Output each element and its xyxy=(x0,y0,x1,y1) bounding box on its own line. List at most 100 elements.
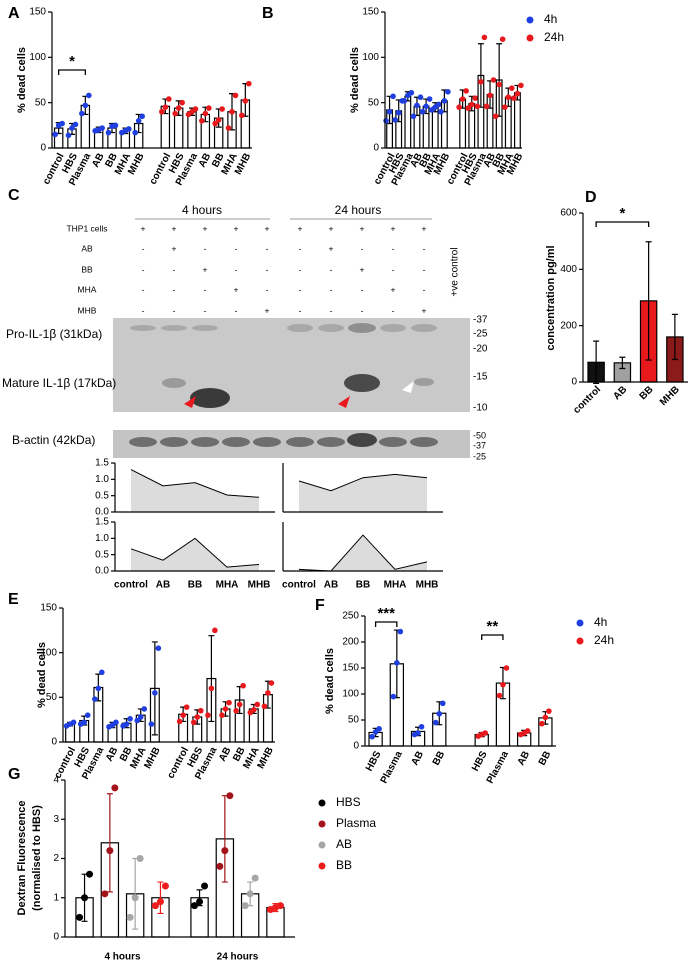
row-label: BB xyxy=(81,264,93,274)
data-point xyxy=(192,106,199,112)
area xyxy=(131,469,259,512)
y-axis-label: % dead cells xyxy=(36,642,48,708)
data-point xyxy=(159,108,165,115)
y-axis-label: % dead cells xyxy=(16,47,28,113)
mw-marker: -25 xyxy=(473,451,486,461)
data-point xyxy=(156,898,164,906)
data-point xyxy=(419,108,426,115)
data-point xyxy=(82,102,89,109)
treatment-sign: - xyxy=(392,305,395,315)
data-point xyxy=(99,125,105,131)
treatment-sign: + xyxy=(422,223,427,233)
treatment-sign: - xyxy=(142,264,145,274)
data-point xyxy=(212,627,218,634)
mw-marker: -50 xyxy=(473,430,486,440)
data-point xyxy=(208,685,215,692)
data-point xyxy=(148,721,155,727)
error-bar xyxy=(645,241,652,361)
data-point xyxy=(415,730,421,736)
data-point xyxy=(113,719,119,726)
data-point xyxy=(95,685,102,692)
data-point xyxy=(111,784,119,792)
data-point xyxy=(542,714,549,721)
significance-label: * xyxy=(619,205,625,222)
data-point xyxy=(221,847,229,855)
data-point xyxy=(496,692,503,699)
band-label: B-actin (42kDa) xyxy=(12,433,95,447)
data-point xyxy=(69,125,75,131)
treatment-sign: + xyxy=(234,284,239,294)
y-axis-label: Dextran Fluorescence xyxy=(16,801,28,916)
data-point xyxy=(215,117,222,123)
data-point xyxy=(101,890,109,898)
y-tick-label: 50 xyxy=(46,692,58,703)
data-point xyxy=(524,728,531,734)
x-tick-label: 4 hours xyxy=(104,952,141,963)
treatment-sign: - xyxy=(142,305,145,315)
data-point xyxy=(137,714,144,720)
y-tick-label: 4 xyxy=(53,775,59,786)
treatment-sign: - xyxy=(361,243,364,253)
y-tick-label: 150 xyxy=(29,7,46,18)
data-point xyxy=(216,862,224,870)
legend-label: Plasma xyxy=(336,816,376,830)
data-point xyxy=(233,707,239,714)
treatment-sign: - xyxy=(235,243,238,253)
data-point xyxy=(205,712,211,718)
data-point xyxy=(397,628,404,635)
data-point xyxy=(511,95,517,101)
treatment-sign: + xyxy=(329,243,334,253)
blot-il1b xyxy=(113,318,470,412)
mature-band xyxy=(190,388,230,408)
y-tick-label: 0 xyxy=(53,932,59,943)
data-point xyxy=(246,890,254,898)
data-point xyxy=(394,660,400,666)
significance-bracket xyxy=(374,621,398,627)
treatment-sign: - xyxy=(235,264,238,274)
legend-marker xyxy=(576,619,584,627)
data-point xyxy=(99,669,105,676)
mw-marker: -10 xyxy=(473,403,488,414)
y-tick-label: 1.5 xyxy=(95,517,109,528)
treatment-sign: - xyxy=(299,305,302,315)
treatment-sign: - xyxy=(361,284,364,294)
treatment-sign: - xyxy=(330,264,333,274)
line xyxy=(130,469,260,498)
y-tick-label: 0.5 xyxy=(95,549,109,560)
data-point xyxy=(539,720,545,727)
y-tick-label: 0 xyxy=(51,737,57,748)
lane-header: 24 hours xyxy=(335,203,382,217)
data-point xyxy=(232,92,239,99)
data-point xyxy=(435,101,442,108)
treatment-sign: + xyxy=(298,223,303,233)
data-point xyxy=(196,898,204,906)
y-axis-label: (normalised to HBS) xyxy=(31,805,43,911)
bar xyxy=(431,106,439,149)
treatment-sign: - xyxy=(173,264,176,274)
legend-marker xyxy=(318,862,326,870)
legend-label: 24h xyxy=(594,633,614,647)
error-bar xyxy=(151,641,158,736)
lane-header: 4 hours xyxy=(182,203,222,217)
data-point xyxy=(502,104,508,110)
data-point xyxy=(246,80,252,87)
y-tick-label: 50 xyxy=(35,97,47,108)
x-tick-label: MHB xyxy=(248,580,271,591)
area xyxy=(299,474,427,512)
data-point xyxy=(472,95,479,101)
data-point xyxy=(197,707,204,714)
data-point xyxy=(105,129,112,136)
red-arrow xyxy=(184,396,196,408)
line xyxy=(298,473,428,492)
data-point xyxy=(459,96,466,102)
treatment-sign: - xyxy=(266,243,269,253)
data-point xyxy=(408,89,415,96)
treatment-sign: - xyxy=(392,264,395,274)
data-point xyxy=(423,103,429,110)
area xyxy=(131,538,259,571)
x-tick-label: BB xyxy=(356,580,370,591)
treatment-sign: - xyxy=(204,305,207,315)
data-point xyxy=(417,94,424,101)
treatment-sign: - xyxy=(142,243,145,253)
